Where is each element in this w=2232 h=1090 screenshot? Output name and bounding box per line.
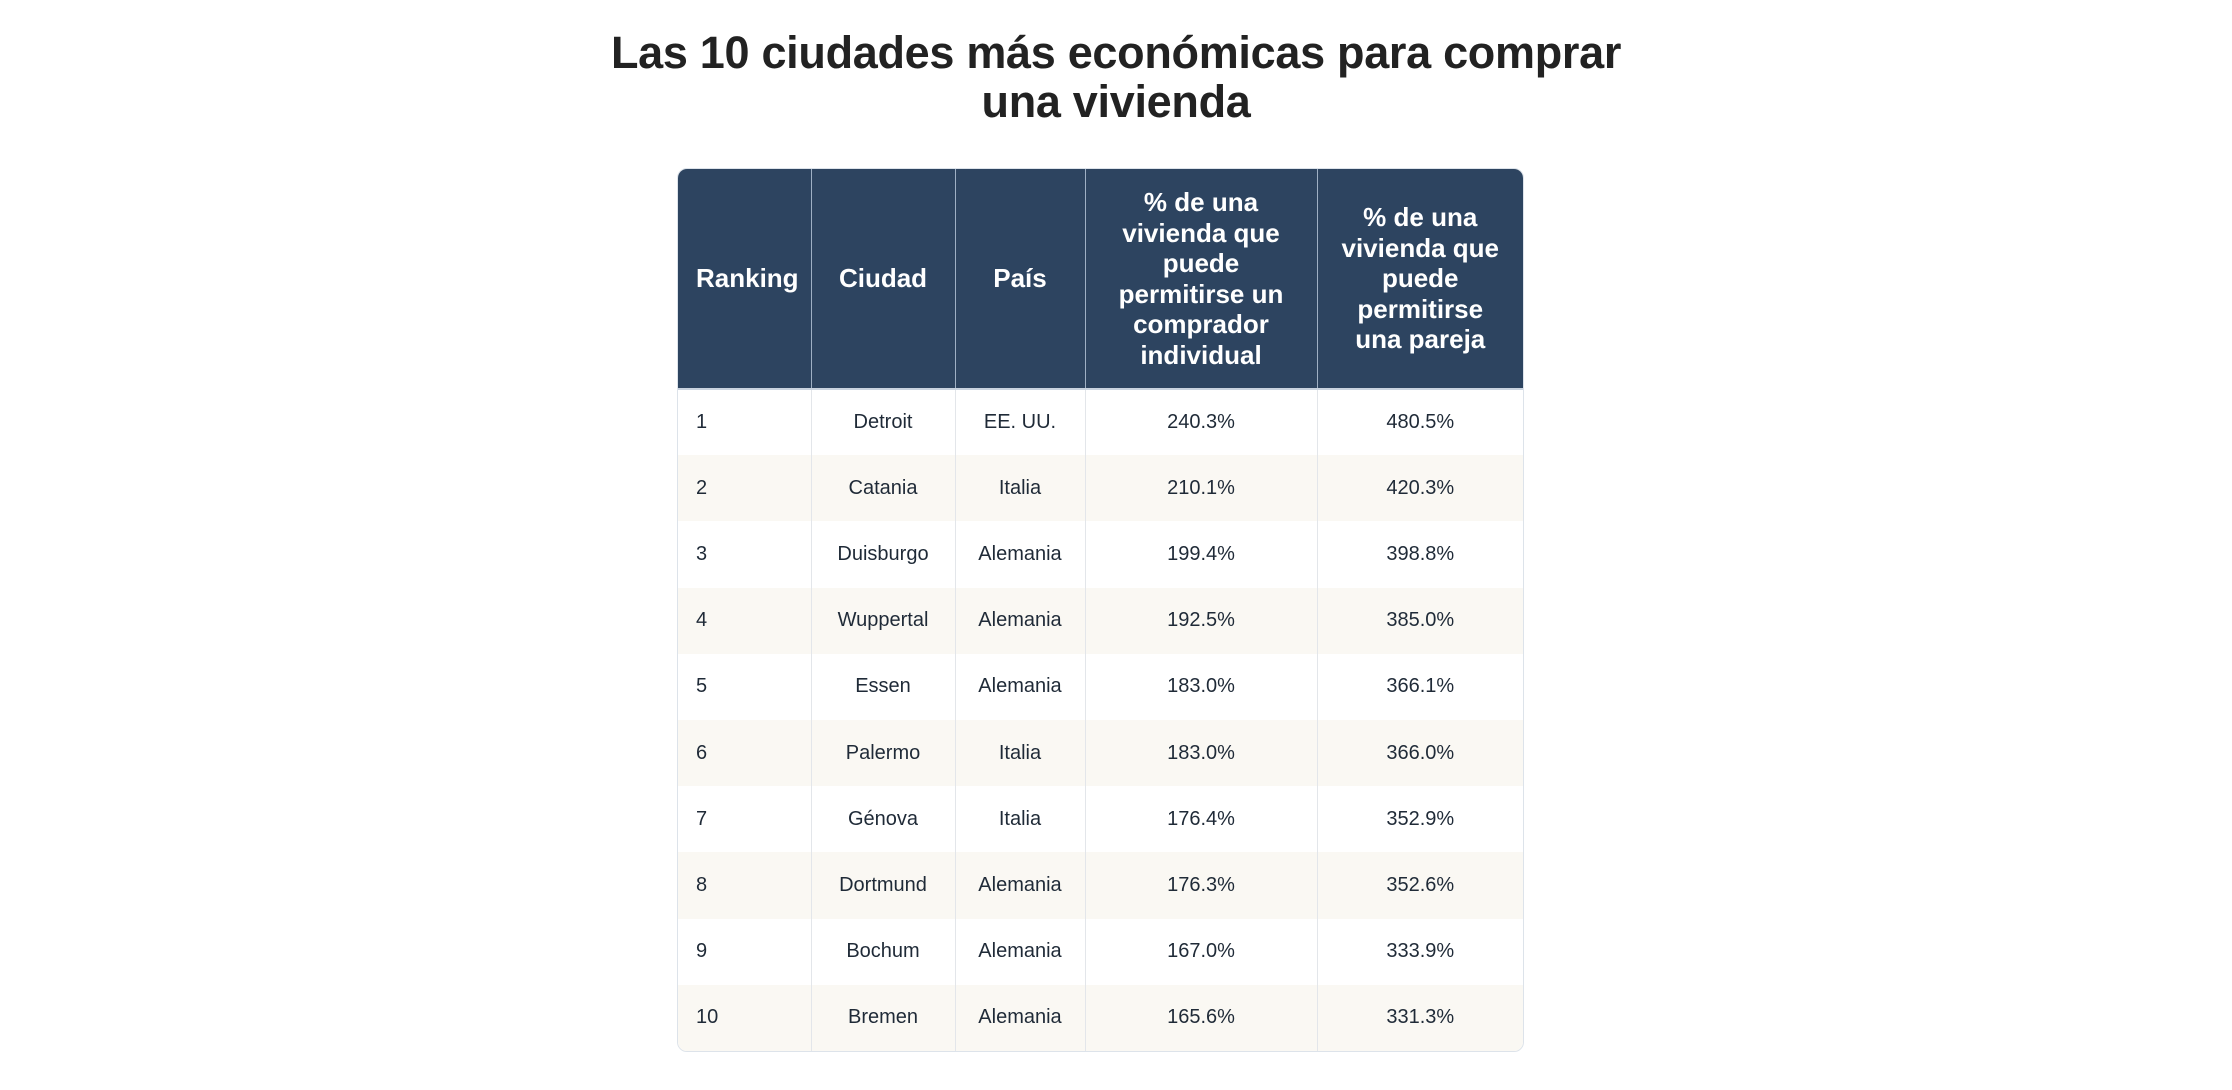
table-row: 8 Dortmund Alemania 176.3% 352.6% bbox=[678, 852, 1523, 919]
cell-ciudad: Génova bbox=[811, 786, 956, 853]
header-ciudad: Ciudad bbox=[811, 169, 956, 389]
cities-table: Ranking Ciudad País % de una vivienda qu… bbox=[678, 169, 1523, 1051]
table-row: 1 Detroit EE. UU. 240.3% 480.5% bbox=[678, 389, 1523, 456]
cell-pais: Alemania bbox=[955, 521, 1086, 588]
cell-pareja: 333.9% bbox=[1317, 918, 1523, 985]
cell-pareja: 385.0% bbox=[1317, 587, 1523, 654]
cell-ranking: 5 bbox=[678, 653, 812, 720]
table-row: 2 Catania Italia 210.1% 420.3% bbox=[678, 455, 1523, 522]
cell-pais: Alemania bbox=[955, 918, 1086, 985]
cell-ranking: 6 bbox=[678, 719, 812, 787]
header-ranking: Ranking bbox=[678, 169, 812, 389]
cell-individual: 176.4% bbox=[1085, 786, 1318, 853]
cell-individual: 192.5% bbox=[1085, 587, 1318, 654]
cell-ranking: 10 bbox=[678, 984, 812, 1051]
table-row: 6 Palermo Italia 183.0% 366.0% bbox=[678, 719, 1523, 787]
cell-pareja: 480.5% bbox=[1317, 389, 1523, 456]
table-row: 4 Wuppertal Alemania 192.5% 385.0% bbox=[678, 587, 1523, 654]
cell-individual: 240.3% bbox=[1085, 389, 1318, 456]
cell-pais: Alemania bbox=[955, 984, 1086, 1051]
cell-ciudad: Wuppertal bbox=[811, 587, 956, 654]
header-pais: País bbox=[955, 169, 1086, 389]
cell-pareja: 366.0% bbox=[1317, 719, 1523, 787]
cell-individual: 167.0% bbox=[1085, 918, 1318, 985]
cell-individual: 210.1% bbox=[1085, 455, 1318, 522]
cell-pais: Alemania bbox=[955, 653, 1086, 720]
cell-ciudad: Detroit bbox=[811, 389, 956, 456]
cell-pais: EE. UU. bbox=[955, 389, 1086, 456]
cell-pais: Alemania bbox=[955, 852, 1086, 919]
cell-ranking: 2 bbox=[678, 455, 812, 522]
cell-pais: Italia bbox=[955, 455, 1086, 522]
cell-individual: 199.4% bbox=[1085, 521, 1318, 588]
header-row: Ranking Ciudad País % de una vivienda qu… bbox=[678, 169, 1523, 389]
table-row: 3 Duisburgo Alemania 199.4% 398.8% bbox=[678, 521, 1523, 588]
cell-individual: 183.0% bbox=[1085, 653, 1318, 720]
table-row: 9 Bochum Alemania 167.0% 333.9% bbox=[678, 918, 1523, 985]
table-row: 5 Essen Alemania 183.0% 366.1% bbox=[678, 653, 1523, 720]
cell-pareja: 420.3% bbox=[1317, 455, 1523, 522]
cell-pais: Italia bbox=[955, 719, 1086, 787]
cell-ranking: 1 bbox=[678, 389, 812, 456]
cell-ciudad: Bochum bbox=[811, 918, 956, 985]
header-couple-percent: % de una vivienda que puede permitirse u… bbox=[1317, 169, 1523, 389]
cell-ranking: 3 bbox=[678, 521, 812, 588]
table-row: 10 Bremen Alemania 165.6% 331.3% bbox=[678, 984, 1523, 1051]
cell-ranking: 7 bbox=[678, 786, 812, 853]
cell-ciudad: Bremen bbox=[811, 984, 956, 1051]
cell-pais: Italia bbox=[955, 786, 1086, 853]
cell-pareja: 398.8% bbox=[1317, 521, 1523, 588]
cell-pais: Alemania bbox=[955, 587, 1086, 654]
cell-individual: 165.6% bbox=[1085, 984, 1318, 1051]
header-individual-percent: % de una vivienda que puede permitirse u… bbox=[1085, 169, 1318, 389]
cell-ciudad: Dortmund bbox=[811, 852, 956, 919]
cities-table-container: Ranking Ciudad País % de una vivienda qu… bbox=[677, 168, 1524, 1052]
cell-ciudad: Catania bbox=[811, 455, 956, 522]
cell-pareja: 352.6% bbox=[1317, 852, 1523, 919]
cell-individual: 183.0% bbox=[1085, 719, 1318, 787]
cell-pareja: 366.1% bbox=[1317, 653, 1523, 720]
cell-ranking: 9 bbox=[678, 918, 812, 985]
cell-ranking: 8 bbox=[678, 852, 812, 919]
cell-ranking: 4 bbox=[678, 587, 812, 654]
cell-pareja: 352.9% bbox=[1317, 786, 1523, 853]
cell-pareja: 331.3% bbox=[1317, 984, 1523, 1051]
cell-ciudad: Essen bbox=[811, 653, 956, 720]
cell-ciudad: Palermo bbox=[811, 719, 956, 787]
cell-ciudad: Duisburgo bbox=[811, 521, 956, 588]
page-title: Las 10 ciudades más económicas para comp… bbox=[610, 27, 1622, 127]
table-header: Ranking Ciudad País % de una vivienda qu… bbox=[678, 169, 1523, 389]
cell-individual: 176.3% bbox=[1085, 852, 1318, 919]
table-body: 1 Detroit EE. UU. 240.3% 480.5% 2 Catani… bbox=[678, 389, 1523, 1051]
table-row: 7 Génova Italia 176.4% 352.9% bbox=[678, 786, 1523, 853]
